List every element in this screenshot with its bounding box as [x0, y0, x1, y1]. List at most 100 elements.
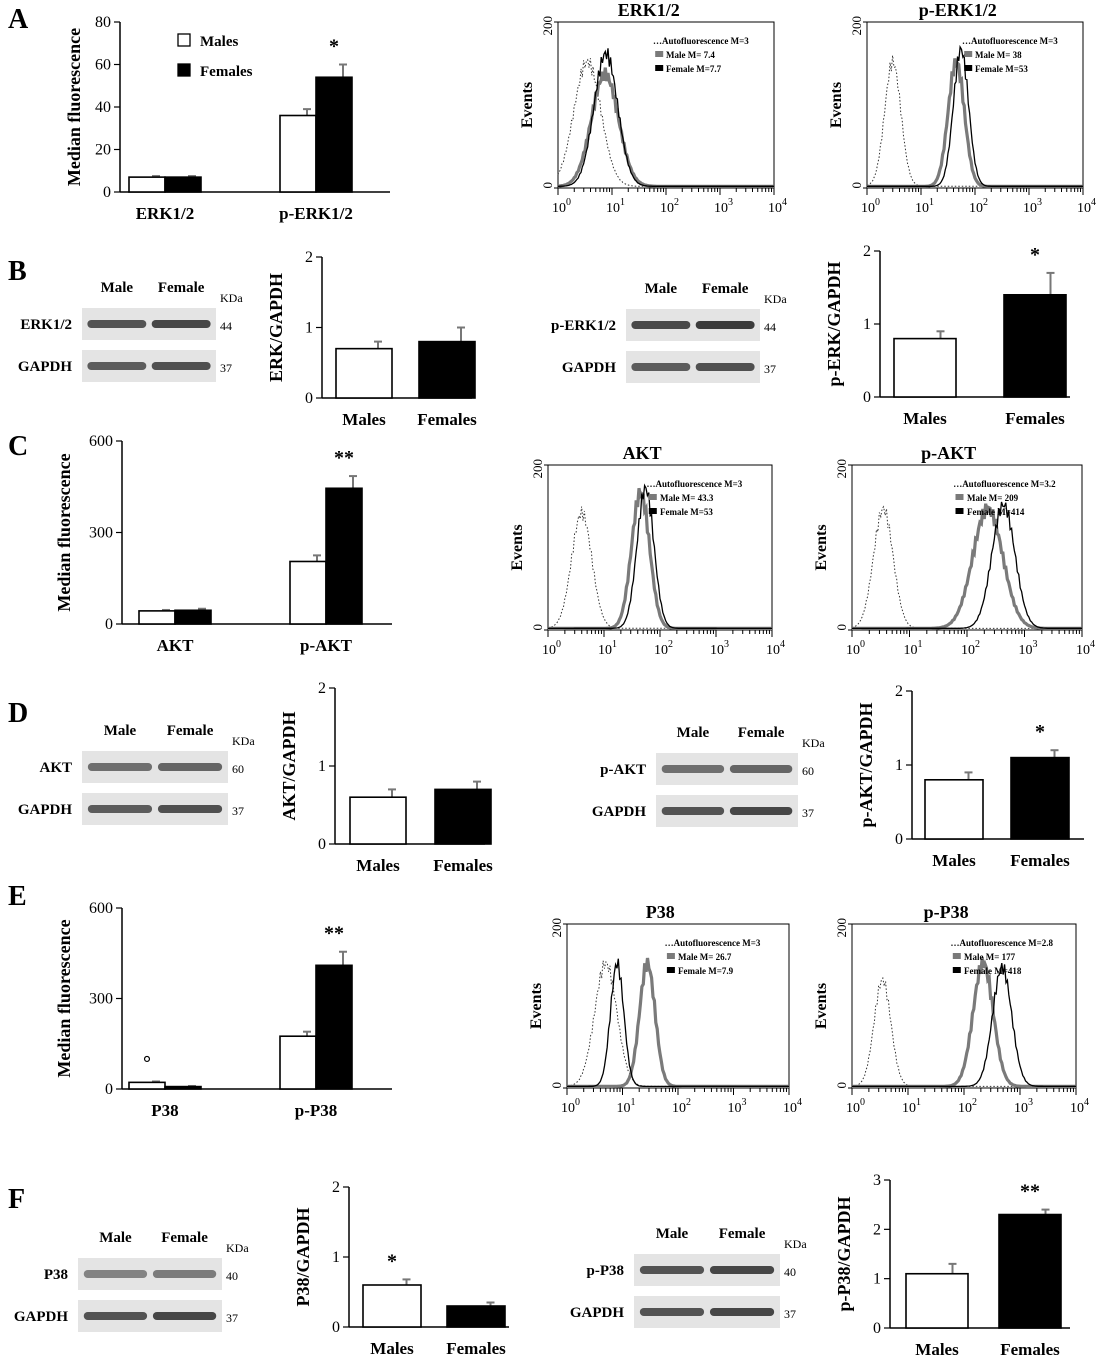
x-tick-label: 100: [846, 639, 865, 658]
kda-label: 37: [226, 1311, 238, 1325]
blot-band: [695, 321, 755, 329]
lane-label: Female: [738, 725, 785, 741]
blot-band: [83, 1270, 148, 1278]
y-axis-label: Median fluorescence: [54, 453, 74, 611]
lane-label: Male: [677, 725, 710, 741]
bar: [164, 1085, 202, 1090]
blot-band: [639, 1308, 705, 1316]
x-tick-label: 103: [1023, 197, 1042, 216]
y-tick-label: 600: [89, 433, 113, 450]
significance-marker: °: [143, 1052, 151, 1074]
plot-frame: [851, 464, 1083, 631]
histogram-curve-autofluorescence: [866, 55, 1083, 187]
bar-chart-F_p38: 0 1 2 P38/GAPDH Males Females *: [293, 1179, 509, 1358]
y-tick-label: 0: [834, 624, 849, 631]
histogram-curve-female: [567, 958, 789, 1088]
kda-unit: KDa: [764, 292, 787, 306]
x-tick-label: 100: [861, 197, 880, 216]
y-tick-label: 0: [318, 836, 326, 853]
histogram-curve-female: [558, 48, 774, 187]
blot-band: [152, 1270, 217, 1278]
x-tick-exponent: 2: [983, 197, 988, 208]
bar: [893, 337, 957, 398]
plot-title: p-ERK1/2: [919, 0, 997, 20]
row-label: p-P38: [587, 1263, 625, 1279]
x-tick-label: 102: [969, 197, 988, 216]
x-tick-exponent: 3: [728, 197, 733, 208]
x-tick-label: 100: [542, 639, 561, 658]
x-tick-label: 104: [768, 197, 787, 216]
western-blot-D_akt: Male Female KDa AKT 60 GAPDH 37: [18, 723, 255, 825]
category-label: p-P38: [295, 1101, 338, 1120]
kda-label: 60: [802, 764, 814, 778]
legend-label: Female M=7.7: [666, 64, 722, 74]
bar: [998, 1213, 1062, 1329]
plot-frame: [566, 923, 790, 1089]
bar: [446, 1305, 506, 1328]
histogram-curve-male: [852, 503, 1082, 630]
legend-label: …Autofluorescence M=2.8: [951, 938, 1054, 948]
plot-title: p-P38: [924, 902, 969, 922]
y-axis-label: Events: [509, 524, 526, 570]
y-tick-label: 2: [332, 1179, 340, 1196]
bar: [279, 114, 317, 193]
blot-band: [87, 362, 147, 370]
x-tick-label: 101: [902, 1097, 921, 1116]
y-tick-label: 200: [549, 918, 564, 938]
bar: [174, 609, 212, 625]
legend-label: Male M= 7.4: [666, 50, 715, 60]
y-axis-label: Events: [528, 983, 545, 1029]
blot-band: [152, 1312, 217, 1320]
histogram-curve-male: [852, 957, 1076, 1088]
y-tick-label: 3: [873, 1172, 881, 1189]
blot-band: [87, 805, 153, 813]
x-tick-exponent: 1: [929, 197, 934, 208]
histogram-curve-female: [852, 501, 1082, 630]
legend-swatch: [648, 494, 657, 500]
legend-label: …Autofluorescence M=3: [962, 36, 1058, 46]
plot-title: P38: [646, 902, 675, 922]
x-tick-label: 104: [1076, 639, 1095, 658]
x-tick-label: 102: [958, 1097, 977, 1116]
x-tick-exponent: 0: [556, 639, 561, 650]
plot-title: ERK1/2: [618, 0, 680, 20]
y-axis-label: Events: [828, 82, 845, 128]
lane-label: Male: [656, 1226, 689, 1242]
lane-label: Male: [101, 280, 134, 296]
bar-chart-B_perk: 0 1 2 p-ERK/GAPDH Males Females *: [824, 243, 1070, 428]
x-tick-exponent: 2: [975, 639, 980, 650]
row-label: GAPDH: [14, 1309, 68, 1325]
y-tick-label: 0: [103, 184, 111, 201]
x-tick-label: 102: [654, 639, 673, 658]
category-label: Males: [342, 410, 386, 429]
y-tick-label: 0: [332, 1319, 340, 1336]
y-tick-label: 20: [95, 142, 111, 159]
bar: [434, 788, 492, 845]
x-tick-exponent: 1: [918, 639, 923, 650]
kda-label: 37: [784, 1307, 796, 1321]
legend-swatch: [177, 33, 191, 47]
x-tick-exponent: 4: [1090, 639, 1095, 650]
x-tick-exponent: 2: [972, 1097, 977, 1108]
histogram-curve-autofluorescence: [851, 505, 1082, 629]
lane-label: Female: [158, 280, 205, 296]
x-tick-exponent: 3: [1037, 197, 1042, 208]
x-tick-label: 102: [672, 1097, 691, 1116]
blot-band: [151, 320, 211, 328]
category-label: Males: [370, 1339, 414, 1358]
kda-label: 44: [764, 320, 776, 334]
kda-label: 40: [784, 1265, 796, 1279]
x-tick-label: 104: [1070, 1097, 1089, 1116]
x-tick-label: 103: [1019, 639, 1038, 658]
x-tick-label: 101: [598, 639, 617, 658]
western-blot-B_perk: Male Female KDa p-ERK1/2 44 GAPDH 37: [551, 281, 787, 383]
y-tick-label: 0: [105, 1081, 113, 1098]
bar-chart-E_bar: 0 300 600 Median fluorescence P38 p-P38 ° **: [54, 900, 392, 1120]
x-tick-exponent: 4: [780, 639, 785, 650]
y-axis-label: p-AKT/GAPDH: [856, 702, 876, 827]
blot-band: [83, 1312, 148, 1320]
bar: [128, 1081, 166, 1090]
lane-label: Male: [645, 281, 678, 297]
legend-label: Female M=53: [975, 64, 1028, 74]
